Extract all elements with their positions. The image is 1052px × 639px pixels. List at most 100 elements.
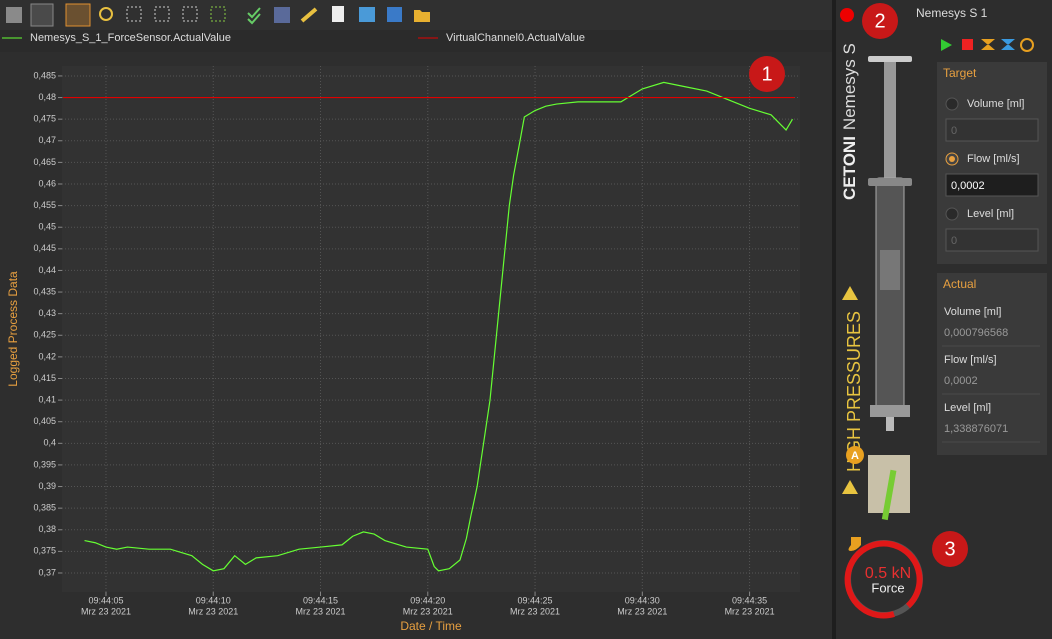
warning-icon: [842, 480, 858, 494]
toolbar: [0, 0, 832, 30]
y-axis-label: Logged Process Data: [6, 271, 20, 387]
svg-text:A: A: [851, 450, 859, 462]
marker-badge: [749, 56, 785, 92]
tool-button[interactable]: [414, 10, 430, 22]
legend-label: Nemesys_S_1_ForceSensor.ActualValue: [30, 32, 231, 44]
y-tick-label: 0,395: [33, 459, 56, 469]
input-box[interactable]: [945, 228, 1039, 252]
marker-text: 2: [874, 10, 885, 32]
tool-button-active[interactable]: [65, 3, 91, 27]
marker-text: 3: [944, 538, 955, 560]
marker-badge: [932, 531, 968, 567]
tool-button[interactable]: [247, 7, 261, 25]
actual-fields: Volume [ml] 0,000796568 Flow [ml/s] 0,0002 L…: [942, 306, 1040, 443]
tool-button[interactable]: [332, 6, 344, 22]
input-value: 0: [951, 235, 957, 247]
x-tick-label: 09:44:15: [303, 595, 338, 605]
target-fields: Volume [ml] 0 Flow [ml/s] 0,0002 Level [ml] 0: [945, 97, 1039, 252]
x-tick-date: Mrz 23 2021: [295, 606, 345, 616]
y-tick-label: 0,41: [38, 394, 56, 404]
y-tick-label: 0,485: [33, 70, 56, 80]
y-tick-label: 0,405: [33, 416, 56, 426]
input-value: 0,0002: [951, 180, 985, 192]
status-led: [840, 8, 854, 22]
radio-dot: [949, 156, 955, 162]
shield-icon: [848, 537, 861, 551]
tool-button[interactable]: [6, 7, 22, 23]
y-tick-label: 0,37: [38, 567, 56, 577]
target-title: Target: [943, 66, 977, 80]
device-label: CETONI Nemesys S: [840, 43, 859, 200]
gauge-arc: [844, 540, 923, 619]
y-tick-label: 0,44: [38, 265, 56, 275]
x-axis-label: Date / Time: [400, 619, 462, 633]
field-label: Volume [ml]: [967, 98, 1024, 110]
device-name: Nemesys S 1: [916, 6, 988, 20]
input-value: 0: [951, 125, 957, 137]
badge: HIGH PRESSURES: [844, 311, 864, 472]
x-tick-date: Mrz 23 2021: [617, 606, 667, 616]
x-tick-label: 09:44:20: [410, 595, 445, 605]
y-tick-label: 0,47: [38, 135, 56, 145]
series-line: [84, 81, 794, 572]
plot-area: [62, 66, 800, 592]
start-button[interactable]: [941, 39, 952, 51]
y-tick-label: 0,43: [38, 308, 56, 318]
x-tick-label: 09:44:35: [732, 595, 767, 605]
y-tick-label: 0,455: [33, 200, 56, 210]
radio-button[interactable]: [945, 207, 959, 221]
field-label: Volume [ml]: [944, 306, 1001, 318]
x-tick-date: Mrz 23 2021: [81, 606, 131, 616]
input-box[interactable]: [945, 118, 1039, 142]
tool-button[interactable]: [182, 6, 198, 22]
x-tick-label: 09:44:30: [625, 595, 660, 605]
y-tick-label: 0,46: [38, 178, 56, 188]
x-tick-date: Mrz 23 2021: [188, 606, 238, 616]
empty-button[interactable]: [981, 39, 995, 50]
x-tick-date: Mrz 23 2021: [725, 606, 775, 616]
gauge-label: Force: [871, 580, 904, 595]
x-tick-date: Mrz 23 2021: [510, 606, 560, 616]
tool-button[interactable]: [210, 6, 226, 22]
y-tick-label: 0,445: [33, 243, 56, 253]
legend-label: VirtualChannel0.ActualValue: [446, 32, 585, 44]
tool-button[interactable]: [99, 7, 113, 21]
x-tick-label: 09:44:10: [196, 595, 231, 605]
field-label: Level [ml]: [967, 208, 1014, 220]
y-tick-label: 0,415: [33, 373, 56, 383]
stop-button[interactable]: [962, 39, 973, 50]
field-label: Level [ml]: [944, 402, 991, 414]
x-tick-label: 09:44:05: [88, 595, 123, 605]
input-box[interactable]: [945, 173, 1039, 197]
tool-button[interactable]: [359, 7, 375, 22]
actual-box: [937, 273, 1047, 455]
y-tick-label: 0,475: [33, 114, 56, 124]
tool-button[interactable]: [387, 7, 402, 22]
y-tick-label: 0,375: [33, 546, 56, 556]
y-tick-label: 0,465: [33, 157, 56, 167]
model: Nemesys S: [840, 43, 859, 130]
refill-button[interactable]: [1001, 39, 1015, 50]
tool-button[interactable]: [126, 6, 142, 22]
y-tick-label: 0,42: [38, 351, 56, 361]
legend-bar: [0, 30, 832, 50]
y-tick-label: 0,38: [38, 524, 56, 534]
field-label: Flow [ml/s]: [967, 153, 1020, 165]
tool-button[interactable]: [154, 6, 170, 22]
chart: 0,37 0,375 0,38 0,385 0,39 0,395 0,4 0,405 0,41 0…: [2, 32, 800, 633]
y-tick-label: 0,48: [38, 92, 56, 102]
y-tick-label: 0,45: [38, 222, 56, 232]
tool-button[interactable]: [274, 7, 290, 23]
y-tick-label: 0,425: [33, 330, 56, 340]
warning-icon: [842, 286, 858, 300]
y-tick-label: 0,435: [33, 286, 56, 296]
gauge-value: 0.5 kN: [865, 565, 911, 582]
syringe: A: [846, 56, 912, 521]
tool-button[interactable]: [30, 3, 54, 27]
tool-button[interactable]: [300, 7, 318, 23]
divider: [832, 0, 836, 639]
y-tick-label: 0,385: [33, 503, 56, 513]
calibrate-button[interactable]: [1020, 38, 1034, 52]
radio-button[interactable]: [945, 97, 959, 111]
